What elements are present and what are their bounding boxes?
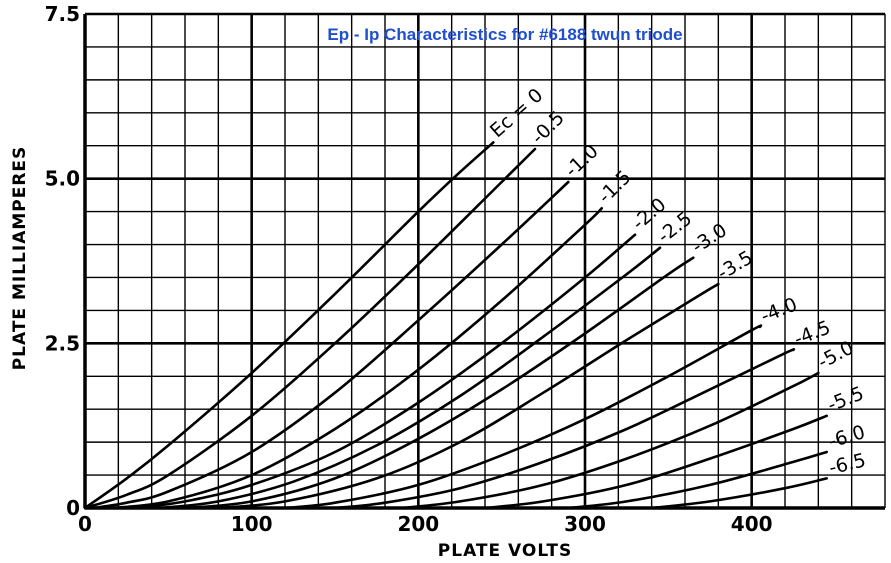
curve-series xyxy=(133,233,637,510)
curve-label: -1.0 xyxy=(561,140,603,181)
curve-series xyxy=(483,414,828,510)
curve-series xyxy=(83,147,537,510)
plate-curves xyxy=(83,141,828,510)
x-tick-label: 200 xyxy=(397,512,439,536)
x-tick-label: 300 xyxy=(564,512,606,536)
curve-labels: Ec = 0-0.5-1.0-1.5-2.0-2.5-3.0-3.5-4.0-4… xyxy=(486,84,868,479)
x-tick-label: 400 xyxy=(731,512,773,536)
curve-series xyxy=(158,246,662,510)
curve-series xyxy=(567,450,828,510)
curve-label: -5.5 xyxy=(824,382,867,416)
curve-series xyxy=(650,477,828,510)
x-tick-label: 100 xyxy=(231,512,273,536)
y-tick-label: 0 xyxy=(66,496,80,520)
curve-label: -4.0 xyxy=(758,293,801,327)
curve-label: -1.5 xyxy=(594,166,636,208)
curve-label: -3.5 xyxy=(714,247,757,285)
curve-series xyxy=(217,282,720,510)
y-tick-label: 5.0 xyxy=(45,167,80,191)
x-tick-label: 0 xyxy=(78,512,92,536)
curve-label: -4.5 xyxy=(791,316,834,350)
curve-series xyxy=(283,324,763,510)
curve-series xyxy=(400,371,820,510)
curve-series xyxy=(92,180,570,510)
curve-series xyxy=(108,207,603,510)
x-axis-label: PLATE VOLTS xyxy=(438,541,572,561)
y-tick-label: 2.5 xyxy=(45,331,80,355)
y-tick-label: 7.5 xyxy=(45,2,80,26)
curve-series xyxy=(83,141,495,510)
chart-title: Ep - Ip Characteristics for #6188 twun t… xyxy=(327,25,682,44)
curve-label: -6.0 xyxy=(826,421,868,453)
y-axis-ticks: 0 2.5 5.0 7.5 xyxy=(45,2,80,520)
x-axis-ticks: 0 100 200 300 400 xyxy=(78,512,773,536)
y-axis-label: PLATE MILLIAMPERES xyxy=(10,146,30,371)
curve-series xyxy=(333,348,796,510)
curve-series xyxy=(183,256,695,510)
